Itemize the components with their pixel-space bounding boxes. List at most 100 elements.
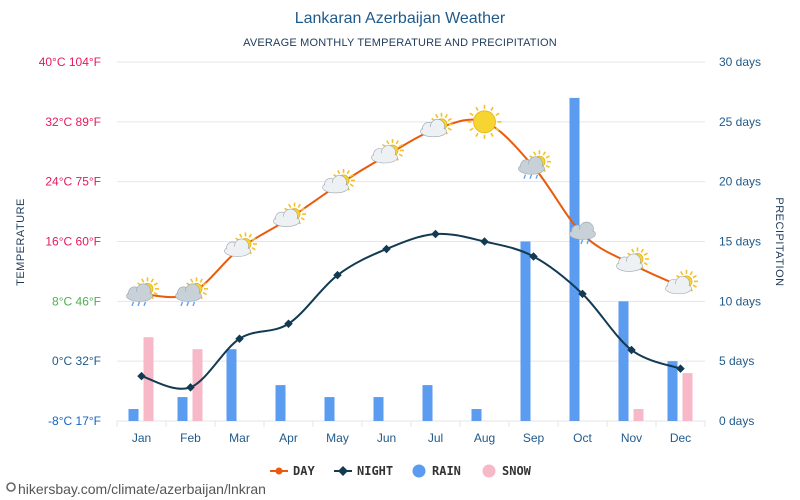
chart-subtitle: AVERAGE MONTHLY TEMPERATURE AND PRECIPIT… xyxy=(243,37,557,49)
grid-lines xyxy=(116,61,706,427)
snow-bar xyxy=(192,349,203,421)
sun-cloud-icon xyxy=(322,168,355,194)
rain-bar xyxy=(667,361,678,421)
rain-drop xyxy=(131,301,135,307)
cloud-part xyxy=(176,291,201,301)
sun-ray xyxy=(643,252,648,256)
rain-bar xyxy=(373,397,384,421)
weather-icons xyxy=(126,104,698,307)
legend-rain[interactable]: RAIN xyxy=(412,464,461,478)
left-tick-label: -8°C 17°F xyxy=(48,414,101,428)
sun-ray xyxy=(490,106,494,111)
legend-snow-label: SNOW xyxy=(502,464,532,478)
right-tick-label: 30 days xyxy=(719,55,761,69)
legend-rain-marker xyxy=(412,464,426,478)
sun-cloud-icon xyxy=(371,138,404,164)
sun-ray xyxy=(395,140,399,145)
sun-ray xyxy=(640,248,644,253)
night-point xyxy=(431,229,440,239)
cloud-part xyxy=(225,246,250,256)
rain-drop xyxy=(192,301,196,307)
sun-ray xyxy=(297,203,301,208)
night-point xyxy=(186,383,195,392)
sun-ray xyxy=(300,217,305,221)
sun-ray xyxy=(692,274,697,279)
sun-ray xyxy=(141,278,145,283)
night-point xyxy=(333,270,342,280)
sun-ray xyxy=(386,140,390,145)
night-point xyxy=(676,364,685,373)
cloud-rain-icon xyxy=(569,221,596,245)
footer-link[interactable]: hikersbay.com/climate/azerbaijan/lnkran xyxy=(18,481,266,497)
night-point xyxy=(578,289,587,299)
x-tick-label: Aug xyxy=(474,431,495,445)
legend: DAY NIGHT RAIN SNOW xyxy=(270,464,532,478)
x-tick-label: Jul xyxy=(428,431,443,445)
sun-ray xyxy=(444,113,448,119)
sun-ray xyxy=(288,203,292,208)
sun-ray xyxy=(398,153,403,157)
night-point xyxy=(627,345,636,355)
x-tick-label: Jun xyxy=(377,431,396,445)
rain-drop xyxy=(186,301,190,307)
legend-snow-marker xyxy=(482,464,496,478)
sun-cloud-icon xyxy=(616,247,649,272)
left-axis-title: TEMPERATURE xyxy=(15,198,27,286)
x-tick-label: Oct xyxy=(573,431,592,445)
sun-ray xyxy=(349,173,354,178)
left-tick-label: 0°C 32°F xyxy=(52,354,101,368)
rain-drop xyxy=(180,301,184,307)
rain-bar xyxy=(569,97,580,422)
snow-bar xyxy=(633,409,644,421)
rain-drop xyxy=(529,174,533,179)
right-axis-title: PRECIPITATION xyxy=(773,197,785,286)
night-line xyxy=(141,232,681,390)
sun-ray xyxy=(495,127,500,132)
rain-drop xyxy=(137,301,141,307)
sun-ray xyxy=(469,127,474,132)
sun-ray xyxy=(545,164,550,169)
sun-ray xyxy=(248,233,252,238)
cloud-part xyxy=(323,182,348,192)
sun-ray xyxy=(150,278,154,283)
x-tick-label: Feb xyxy=(180,431,201,445)
legend-day-label: DAY xyxy=(293,464,315,478)
right-tick-label: 15 days xyxy=(719,235,761,249)
legend-day[interactable]: DAY xyxy=(270,464,315,478)
footer-credit[interactable]: hikersbay.com/climate/azerbaijan/lnkran xyxy=(6,481,266,497)
rain-bar xyxy=(618,301,629,421)
rain-drop xyxy=(143,301,147,307)
cloud-part xyxy=(421,126,446,136)
night-point xyxy=(529,252,538,261)
left-tick-label: 32°C 89°F xyxy=(45,115,101,129)
sun-cloud-rain-icon xyxy=(126,277,159,307)
cloud-part xyxy=(274,216,299,226)
sun-ray xyxy=(346,170,350,175)
x-tick-label: Dec xyxy=(670,431,691,445)
legend-snow[interactable]: SNOW xyxy=(482,464,532,478)
sun-ray xyxy=(692,284,697,288)
rain-drop xyxy=(523,174,527,179)
cloud-part xyxy=(617,261,642,271)
x-tick-label: Nov xyxy=(621,431,642,445)
x-tick-label: Mar xyxy=(229,431,250,445)
rain-bar xyxy=(471,409,482,421)
sun-disc xyxy=(473,110,496,134)
legend-night[interactable]: NIGHT xyxy=(334,464,393,478)
night-point xyxy=(235,334,244,343)
night-point xyxy=(480,237,489,246)
rain-drop xyxy=(574,239,578,245)
x-tick-label: Sep xyxy=(523,431,545,445)
sun-icon xyxy=(467,104,502,139)
sun-ray xyxy=(475,106,479,111)
legend-night-label: NIGHT xyxy=(357,464,393,478)
sun-cloud-rain-icon xyxy=(518,150,551,179)
location-pin-icon xyxy=(6,482,16,492)
left-tick-label: 24°C 75°F xyxy=(45,175,101,189)
sun-ray xyxy=(533,151,537,156)
sun-ray xyxy=(239,233,243,238)
rain-bar xyxy=(275,385,286,421)
temperature-lines xyxy=(137,118,685,392)
sun-ray xyxy=(542,151,546,156)
